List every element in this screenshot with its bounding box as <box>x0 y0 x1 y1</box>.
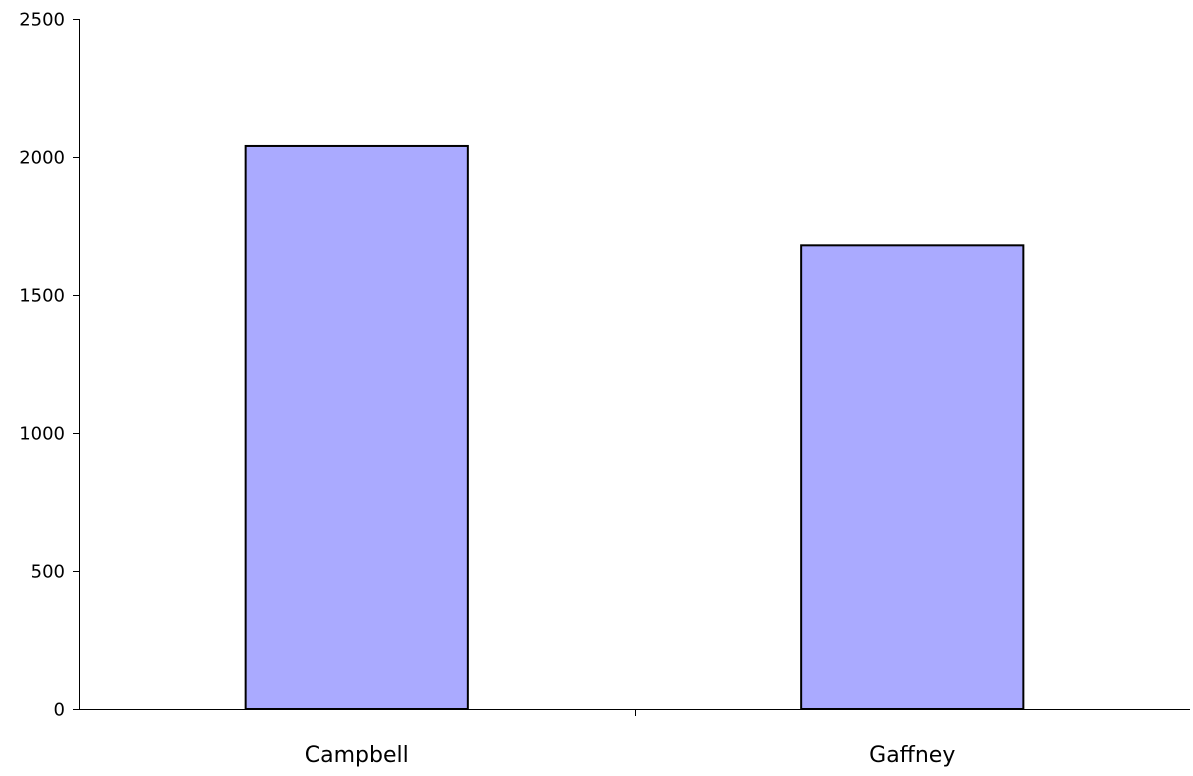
y-tick-label: 1000 <box>19 424 65 445</box>
y-axis-ticks: 0 500 1000 1500 2000 2500 <box>19 10 79 721</box>
x-tick-label: Campbell <box>305 743 409 768</box>
y-tick-label: 2500 <box>19 10 65 31</box>
x-axis-ticks: Campbell Gaffney <box>305 709 955 768</box>
y-tick-label: 2000 <box>19 148 65 169</box>
y-tick-label: 0 <box>54 700 65 721</box>
y-tick-label: 500 <box>31 562 65 583</box>
bar-gaffney <box>800 244 1025 710</box>
x-tick-label: Gaffney <box>869 743 955 768</box>
bar-campbell <box>244 144 469 710</box>
bars-group <box>244 144 1025 710</box>
y-tick-label: 1500 <box>19 286 65 307</box>
